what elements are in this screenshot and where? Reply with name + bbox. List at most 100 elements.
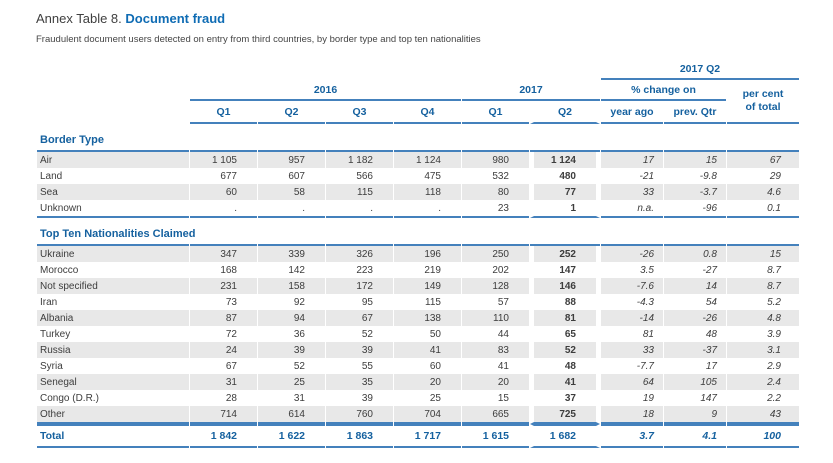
cell-value: 25 [258, 374, 325, 390]
cell-value: 8.7 [727, 278, 799, 294]
cell-value: 196 [394, 246, 461, 262]
cell-value: 77 [530, 184, 600, 200]
cell-value: 168 [190, 262, 257, 278]
total-value: 1 863 [326, 424, 393, 448]
header-q1-2016: Q1 [190, 101, 257, 124]
cell-value: . [394, 200, 461, 218]
spacer-row [37, 124, 799, 130]
row-label: Syria [37, 358, 189, 374]
cell-value: 41 [394, 342, 461, 358]
percent-of-total-line2: of total [745, 101, 781, 113]
row-label: Albania [37, 310, 189, 326]
cell-value: 252 [530, 246, 600, 262]
cell-value: 250 [462, 246, 529, 262]
cell-value: 33 [601, 342, 663, 358]
cell-value: -4.3 [601, 294, 663, 310]
cell-value: -26 [601, 246, 663, 262]
section-title-fill [727, 130, 799, 152]
table-row: Not specified 231 158 172 149 128 146 -7.6 14 8.7 [37, 278, 799, 294]
cell-value: 1 182 [326, 152, 393, 168]
cell-value: 219 [394, 262, 461, 278]
section-title-fill [394, 130, 461, 152]
header-empty [37, 80, 189, 101]
section-title-fill [190, 130, 257, 152]
cell-value: -7.6 [601, 278, 663, 294]
cell-value: 339 [258, 246, 325, 262]
section-title-fill [258, 224, 325, 246]
cell-value: 146 [530, 278, 600, 294]
cell-value: 677 [190, 168, 257, 184]
cell-value: 149 [394, 278, 461, 294]
cell-value: 475 [394, 168, 461, 184]
section-title-fill [394, 224, 461, 246]
header-row-q2-2017: 2017 Q2 [37, 60, 799, 80]
table-row: Unknown.... 23 1 n.a. -96 0.1 [37, 200, 799, 218]
row-label: Iran [37, 294, 189, 310]
table-row: Syria 67 52 55 60 41 48 -7.7 17 2.9 [37, 358, 799, 374]
title-highlight: Document fraud [125, 11, 226, 26]
cell-value: 73 [190, 294, 257, 310]
table-row: Turkey 72 36 52 50 44 65 81 48 3.9 [37, 326, 799, 342]
cell-value: 44 [462, 326, 529, 342]
cell-value: 64 [601, 374, 663, 390]
page-title: Annex Table 8. Document fraud [36, 11, 833, 26]
header-prev-qtr: prev. Qtr [664, 101, 726, 124]
cell-value: 25 [394, 390, 461, 406]
section-title-fill [727, 224, 799, 246]
cell-value: 480 [530, 168, 600, 184]
total-value: 1 682 [530, 424, 600, 448]
cell-value: 80 [462, 184, 529, 200]
row-label: Not specified [37, 278, 189, 294]
cell-value: 172 [326, 278, 393, 294]
cell-value: 147 [530, 262, 600, 278]
cell-value: 87 [190, 310, 257, 326]
cell-value: -37 [664, 342, 726, 358]
cell-value: 24 [190, 342, 257, 358]
cell-value: . [190, 200, 257, 218]
table-row: Congo (D.R.) 28 31 39 25 15 37 19 147 2.2 [37, 390, 799, 406]
section-title-fill [190, 224, 257, 246]
section-title-fill [530, 224, 600, 246]
cell-value: 81 [601, 326, 663, 342]
cell-value: 29 [727, 168, 799, 184]
cell-value: 15 [664, 152, 726, 168]
cell-value: -96 [664, 200, 726, 218]
spacer [37, 218, 799, 224]
cell-value: . [258, 200, 325, 218]
cell-value: 54 [664, 294, 726, 310]
cell-value: 67 [727, 152, 799, 168]
cell-value: 4.8 [727, 310, 799, 326]
cell-value: -26 [664, 310, 726, 326]
cell-value: 9 [664, 406, 726, 424]
table-row: Air 1 105 957 1 182 1 124 980 1 124 17 15 67 [37, 152, 799, 168]
section-title: Top Ten Nationalities Claimed [37, 224, 195, 246]
cell-value: 43 [727, 406, 799, 424]
cell-value: 19 [601, 390, 663, 406]
section-title-fill [601, 130, 663, 152]
cell-value: 223 [326, 262, 393, 278]
cell-value: 18 [601, 406, 663, 424]
row-label: Air [37, 152, 189, 168]
section-title-fill [664, 130, 726, 152]
cell-value: 67 [326, 310, 393, 326]
row-label: Ukraine [37, 246, 189, 262]
cell-value: 58 [258, 184, 325, 200]
cell-value: 60 [190, 184, 257, 200]
percent-of-total-line1: per cent [742, 88, 784, 101]
cell-value: 15 [462, 390, 529, 406]
row-label: Congo (D.R.) [37, 390, 189, 406]
cell-value: 0.1 [727, 200, 799, 218]
section-title-fill [258, 130, 325, 152]
section-title-fill [530, 130, 600, 152]
document-page: Annex Table 8. Document fraud Fraudulent… [36, 11, 833, 448]
cell-value: 347 [190, 246, 257, 262]
cell-value: 94 [258, 310, 325, 326]
table-row: Senegal 31 25 35 20 20 41 64 105 2.4 [37, 374, 799, 390]
total-value: 3.7 [601, 424, 663, 448]
header-empty [37, 101, 189, 124]
cell-value: 1 124 [394, 152, 461, 168]
cell-value: 118 [394, 184, 461, 200]
cell-value: 28 [190, 390, 257, 406]
cell-value: 138 [394, 310, 461, 326]
header-empty [37, 60, 600, 80]
